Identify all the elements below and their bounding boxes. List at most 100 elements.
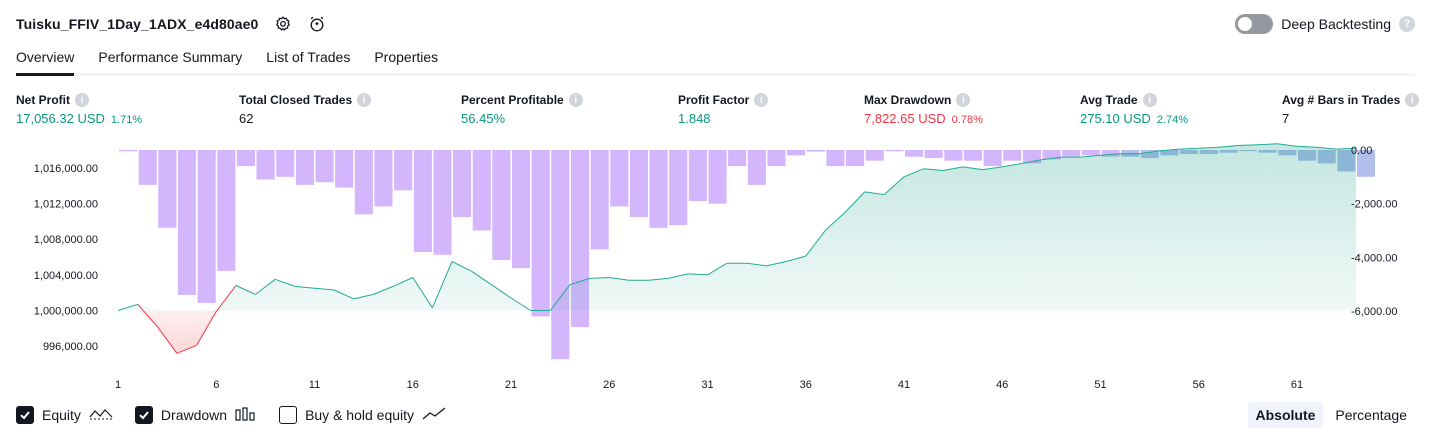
chart-options: Equity Drawdown Buy & hold equity Absolu… bbox=[16, 402, 1415, 428]
drawdown-bar bbox=[983, 150, 1002, 167]
drawdown-bar bbox=[276, 150, 295, 177]
trade-tick-label: 51 bbox=[1094, 379, 1106, 391]
tab-overview[interactable]: Overview bbox=[16, 44, 75, 76]
report-tabs: Overview Performance Summary List of Tra… bbox=[16, 44, 1415, 76]
equity-line-segment bbox=[943, 166, 963, 171]
drawdown-bar bbox=[944, 150, 963, 161]
info-icon[interactable]: i bbox=[357, 93, 372, 107]
equity-tick-label: 1,004,000.00 bbox=[34, 270, 98, 282]
alarm-add-icon[interactable] bbox=[306, 13, 328, 35]
equity-line-segment bbox=[746, 262, 767, 267]
drawdown-bar bbox=[256, 150, 275, 180]
buy-hold-checkbox[interactable] bbox=[279, 406, 298, 424]
equity-line-segment bbox=[471, 270, 492, 286]
buy-hold-toggle[interactable]: Buy & hold equity bbox=[279, 406, 446, 424]
info-icon[interactable]: i bbox=[75, 93, 89, 107]
equity-line-segment bbox=[589, 277, 610, 279]
drawdown-bar bbox=[629, 150, 648, 218]
drawdown-bar bbox=[610, 150, 629, 207]
equity-line-segment bbox=[176, 344, 197, 354]
equity-checkbox[interactable] bbox=[16, 406, 34, 424]
drawdown-tick-label: -4,000.00 bbox=[1351, 252, 1397, 264]
equity-line-segment bbox=[1296, 145, 1317, 148]
equity-line-segment bbox=[569, 277, 590, 286]
equity-line-segment bbox=[431, 261, 453, 308]
equity-line-segment bbox=[864, 191, 885, 196]
drawdown-bar bbox=[590, 150, 609, 250]
drawdown-bar bbox=[708, 150, 727, 204]
drawdown-bar bbox=[1003, 150, 1022, 161]
equity-line-segment bbox=[903, 168, 924, 178]
trade-tick-label: 1 bbox=[115, 379, 121, 391]
help-icon[interactable]: ? bbox=[1399, 16, 1415, 32]
metric-total-closed-trades: Total Closed Trades i 62 bbox=[239, 93, 372, 126]
info-icon[interactable]: i bbox=[754, 93, 769, 107]
drawdown-checkbox[interactable] bbox=[134, 406, 153, 424]
equity-line-segment bbox=[1159, 148, 1180, 152]
tab-performance-summary[interactable]: Performance Summary bbox=[98, 49, 243, 65]
equity-line-segment bbox=[1002, 162, 1022, 168]
equity-toggle[interactable]: Equity bbox=[16, 406, 113, 424]
equity-line-segment bbox=[1218, 145, 1239, 148]
drawdown-toggle[interactable]: Drawdown bbox=[134, 406, 257, 424]
drawdown-bar bbox=[787, 150, 806, 156]
info-icon[interactable]: i bbox=[568, 93, 583, 107]
metric-label: Total Closed Trades bbox=[239, 93, 353, 107]
drawdown-bars-icon bbox=[235, 406, 257, 424]
tab-list-of-trades[interactable]: List of Trades bbox=[266, 49, 351, 65]
equity-line-segment bbox=[766, 261, 787, 267]
equity-line-segment bbox=[156, 326, 178, 354]
equity-fill-positive bbox=[118, 143, 1356, 311]
strategy-header: Tuisku_FFIV_1Day_1ADX_e4d80ae0 Deep Back… bbox=[16, 10, 1415, 38]
equity-line-segment bbox=[1041, 156, 1062, 161]
drawdown-bar bbox=[119, 150, 138, 152]
drawdown-bar bbox=[747, 150, 766, 185]
equity-line-icon bbox=[89, 407, 113, 424]
drawdown-bar bbox=[806, 150, 825, 152]
drawdown-bar bbox=[492, 150, 511, 260]
info-icon[interactable]: i bbox=[1405, 93, 1420, 107]
equity-line-segment bbox=[373, 285, 394, 295]
equity-line-segment bbox=[117, 303, 138, 311]
equity-line-segment bbox=[1139, 150, 1160, 155]
tab-properties[interactable]: Properties bbox=[374, 49, 439, 65]
equity-line-segment bbox=[962, 166, 983, 171]
trade-tick-label: 56 bbox=[1193, 379, 1205, 391]
absolute-mode-button[interactable]: Absolute bbox=[1247, 402, 1324, 428]
equity-line-segment bbox=[137, 303, 158, 327]
deep-backtesting-toggle[interactable] bbox=[1235, 14, 1274, 34]
toggle-knob bbox=[1238, 17, 1253, 31]
info-icon[interactable]: i bbox=[956, 93, 971, 107]
trade-tick-label: 31 bbox=[701, 379, 713, 391]
equity-drawdown-chart[interactable]: 1,016,000.00 1,012,000.00 1,008,000.00 1,00… bbox=[0, 140, 1431, 395]
equity-line-segment bbox=[785, 255, 806, 262]
trade-tick-label: 36 bbox=[800, 379, 812, 391]
equity-line-segment bbox=[1080, 154, 1101, 158]
equity-line-segment bbox=[707, 262, 728, 276]
settings-icon[interactable] bbox=[272, 13, 294, 35]
equity-line-segment bbox=[353, 293, 374, 300]
info-icon[interactable]: i bbox=[1142, 93, 1157, 107]
equity-line-segment bbox=[648, 277, 669, 281]
trade-tick-label: 61 bbox=[1291, 379, 1303, 391]
equity-line-segment bbox=[294, 285, 315, 289]
metric-value: 1.848 bbox=[678, 111, 711, 126]
metric-max-drawdown: Max Drawdown i 7,822.65 USD 0.78% bbox=[864, 93, 983, 126]
equity-line-segment bbox=[1179, 147, 1199, 150]
metric-label: Max Drawdown bbox=[864, 93, 952, 107]
equity-line-segment bbox=[1237, 144, 1258, 146]
metric-label: Avg # Bars in Trades bbox=[1282, 93, 1401, 107]
equity-line-segment bbox=[314, 287, 335, 291]
drawdown-bar bbox=[846, 150, 865, 167]
equity-line-segment bbox=[1100, 153, 1121, 156]
metric-percent: 1.71% bbox=[110, 114, 143, 126]
drawdown-bar bbox=[669, 150, 688, 226]
metric-profit-factor: Profit Factor i 1.848 bbox=[678, 93, 769, 126]
equity-line-segment bbox=[1021, 159, 1042, 164]
percentage-mode-button[interactable]: Percentage bbox=[1335, 407, 1407, 423]
equity-tick-label: 1,008,000.00 bbox=[34, 234, 98, 246]
trade-tick-label: 46 bbox=[996, 379, 1008, 391]
drawdown-bar bbox=[551, 150, 570, 360]
equity-line-segment bbox=[982, 166, 1003, 171]
metric-label: Profit Factor bbox=[678, 93, 750, 107]
